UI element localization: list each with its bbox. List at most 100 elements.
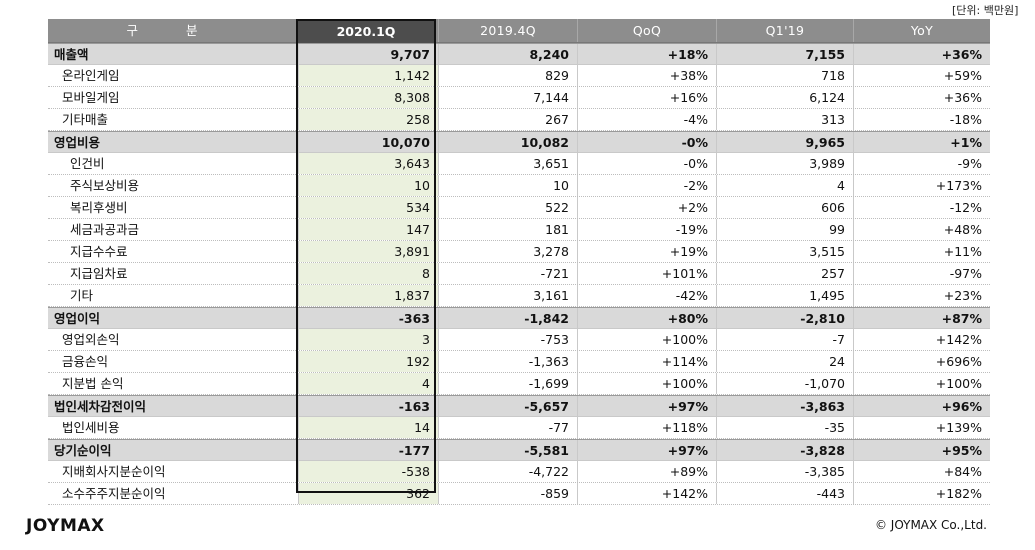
table-row: 소수주주지분순이익 362 -859 +142% -443 +182% bbox=[48, 483, 990, 505]
value-yoy: +36% bbox=[853, 87, 990, 108]
value-qoq: +18% bbox=[577, 44, 716, 64]
table-row: 지급수수료 3,891 3,278 +19% 3,515 +11% bbox=[48, 241, 990, 263]
value-2020-1q: 258 bbox=[298, 109, 438, 130]
value-yoy: +36% bbox=[853, 44, 990, 64]
value-2019-4q: -4,722 bbox=[438, 461, 577, 482]
row-label: 소수주주지분순이익 bbox=[62, 486, 166, 501]
value-2019-4q: 267 bbox=[438, 109, 577, 130]
value-2020-1q: 3,643 bbox=[298, 153, 438, 174]
row-label: 세금과공과금 bbox=[70, 222, 140, 237]
value-yoy: +48% bbox=[853, 219, 990, 240]
value-yoy: +100% bbox=[853, 373, 990, 394]
value-yoy: -9% bbox=[853, 153, 990, 174]
header-2019-4q: 2019.4Q bbox=[438, 19, 577, 42]
value-q1-19: 7,155 bbox=[716, 44, 853, 64]
value-q1-19: 99 bbox=[716, 219, 853, 240]
value-qoq: -0% bbox=[577, 132, 716, 152]
row-label: 주식보상비용 bbox=[70, 178, 140, 193]
value-2020-1q: 192 bbox=[298, 351, 438, 372]
value-qoq: +97% bbox=[577, 396, 716, 416]
value-2019-4q: -77 bbox=[438, 417, 577, 438]
value-yoy: -97% bbox=[853, 263, 990, 284]
value-qoq: +114% bbox=[577, 351, 716, 372]
value-q1-19: 313 bbox=[716, 109, 853, 130]
value-2019-4q: -753 bbox=[438, 329, 577, 350]
table-header-row: 구 분 2020.1Q 2019.4Q QoQ Q1'19 YoY bbox=[48, 19, 990, 43]
table-row: 세금과공과금 147 181 -19% 99 +48% bbox=[48, 219, 990, 241]
value-yoy: -18% bbox=[853, 109, 990, 130]
value-yoy: +87% bbox=[853, 308, 990, 328]
value-q1-19: -443 bbox=[716, 483, 853, 504]
table-row: 금융손익 192 -1,363 +114% 24 +696% bbox=[48, 351, 990, 373]
table-row: 지배회사지분순이익 -538 -4,722 +89% -3,385 +84% bbox=[48, 461, 990, 483]
value-qoq: -0% bbox=[577, 153, 716, 174]
table-row: 지분법 손익 4 -1,699 +100% -1,070 +100% bbox=[48, 373, 990, 395]
row-label: 온라인게임 bbox=[62, 68, 120, 83]
current-quarter-header: 2020.1Q bbox=[298, 21, 434, 43]
value-2019-4q: 181 bbox=[438, 219, 577, 240]
value-2020-1q: 14 bbox=[298, 417, 438, 438]
value-2020-1q: 4 bbox=[298, 373, 438, 394]
value-2020-1q: 3,891 bbox=[298, 241, 438, 262]
table-section-row: 법인세차감전이익 -163 -5,657 +97% -3,863 +96% bbox=[48, 395, 990, 417]
table-row: 주식보상비용 10 10 -2% 4 +173% bbox=[48, 175, 990, 197]
header-qoq: QoQ bbox=[577, 19, 716, 42]
joymax-logo: JOYMAX bbox=[26, 516, 105, 536]
table-section-row: 영업비용 10,070 10,082 -0% 9,965 +1% bbox=[48, 131, 990, 153]
value-q1-19: -7 bbox=[716, 329, 853, 350]
value-yoy: +95% bbox=[853, 440, 990, 460]
value-2019-4q: -721 bbox=[438, 263, 577, 284]
value-q1-19: -3,863 bbox=[716, 396, 853, 416]
value-qoq: +89% bbox=[577, 461, 716, 482]
value-2020-1q: 8 bbox=[298, 263, 438, 284]
value-yoy: +142% bbox=[853, 329, 990, 350]
value-qoq: +142% bbox=[577, 483, 716, 504]
value-2020-1q: 147 bbox=[298, 219, 438, 240]
value-q1-19: 3,515 bbox=[716, 241, 853, 262]
value-2020-1q: -363 bbox=[298, 308, 438, 328]
value-q1-19: -1,070 bbox=[716, 373, 853, 394]
row-label: 인건비 bbox=[70, 156, 105, 171]
value-qoq: +80% bbox=[577, 308, 716, 328]
table-body: 매출액 9,707 8,240 +18% 7,155 +36% 온라인게임 1,142 829 +… bbox=[48, 43, 990, 505]
row-label: 모바일게임 bbox=[62, 90, 120, 105]
row-label: 기타 bbox=[70, 288, 94, 303]
value-q1-19: -3,385 bbox=[716, 461, 853, 482]
row-label: 당기순이익 bbox=[54, 443, 112, 458]
header-q1-19: Q1'19 bbox=[716, 19, 853, 42]
value-2020-1q: -538 bbox=[298, 461, 438, 482]
value-2020-1q: 362 bbox=[298, 483, 438, 504]
value-q1-19: 257 bbox=[716, 263, 853, 284]
value-2019-4q: -1,842 bbox=[438, 308, 577, 328]
value-qoq: +100% bbox=[577, 373, 716, 394]
value-2019-4q: 522 bbox=[438, 197, 577, 218]
value-2019-4q: -1,363 bbox=[438, 351, 577, 372]
value-2019-4q: 10,082 bbox=[438, 132, 577, 152]
value-qoq: -4% bbox=[577, 109, 716, 130]
table-section-row: 영업이익 -363 -1,842 +80% -2,810 +87% bbox=[48, 307, 990, 329]
value-2019-4q: 10 bbox=[438, 175, 577, 196]
value-2020-1q: 10,070 bbox=[298, 132, 438, 152]
row-label: 법인세비용 bbox=[62, 420, 120, 435]
value-yoy: +182% bbox=[853, 483, 990, 504]
row-label: 영업비용 bbox=[54, 135, 101, 150]
value-qoq: +38% bbox=[577, 65, 716, 86]
value-qoq: -42% bbox=[577, 285, 716, 306]
row-label: 지분법 손익 bbox=[62, 376, 124, 391]
value-yoy: +59% bbox=[853, 65, 990, 86]
value-yoy: +696% bbox=[853, 351, 990, 372]
row-label: 매출액 bbox=[54, 47, 89, 62]
value-2019-4q: -1,699 bbox=[438, 373, 577, 394]
value-q1-19: 606 bbox=[716, 197, 853, 218]
value-qoq: +118% bbox=[577, 417, 716, 438]
row-label: 영업외손익 bbox=[62, 332, 120, 347]
value-2019-4q: 8,240 bbox=[438, 44, 577, 64]
value-qoq: +2% bbox=[577, 197, 716, 218]
value-yoy: +173% bbox=[853, 175, 990, 196]
value-2019-4q: 829 bbox=[438, 65, 577, 86]
value-2019-4q: 7,144 bbox=[438, 87, 577, 108]
value-yoy: +11% bbox=[853, 241, 990, 262]
row-label: 지배회사지분순이익 bbox=[62, 464, 166, 479]
value-2019-4q: 3,161 bbox=[438, 285, 577, 306]
value-q1-19: 1,495 bbox=[716, 285, 853, 306]
